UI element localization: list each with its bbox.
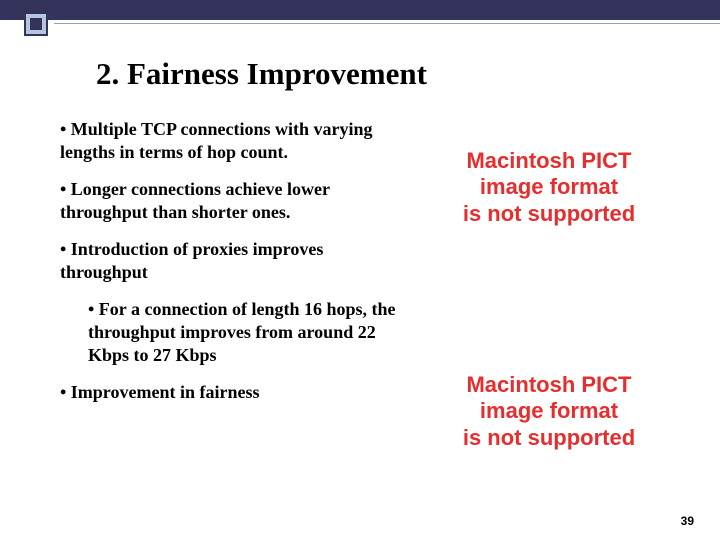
pict-line: Macintosh PICT — [414, 148, 684, 174]
pict-placeholder-1: Macintosh PICT image format is not suppo… — [414, 148, 684, 227]
pict-placeholder-2: Macintosh PICT image format is not suppo… — [414, 372, 684, 451]
bullet-4: • Improvement in fairness — [60, 381, 400, 404]
pict-line: is not supported — [414, 425, 684, 451]
pict-line: Macintosh PICT — [414, 372, 684, 398]
sub-bullet-1: • For a connection of length 16 hops, th… — [88, 298, 400, 367]
top-bar — [0, 0, 720, 20]
accent-square-inner — [30, 18, 42, 30]
body-content: • Multiple TCP connections with varying … — [60, 118, 400, 418]
bullet-2: • Longer connections achieve lower throu… — [60, 178, 400, 224]
page-number: 39 — [681, 514, 694, 528]
pict-line: image format — [414, 174, 684, 200]
bullet-3: • Introduction of proxies improves throu… — [60, 238, 400, 284]
slide-title: 2. Fairness Improvement — [96, 56, 427, 92]
pict-line: is not supported — [414, 201, 684, 227]
bullet-1: • Multiple TCP connections with varying … — [60, 118, 400, 164]
header-divider — [54, 23, 720, 24]
pict-line: image format — [414, 398, 684, 424]
